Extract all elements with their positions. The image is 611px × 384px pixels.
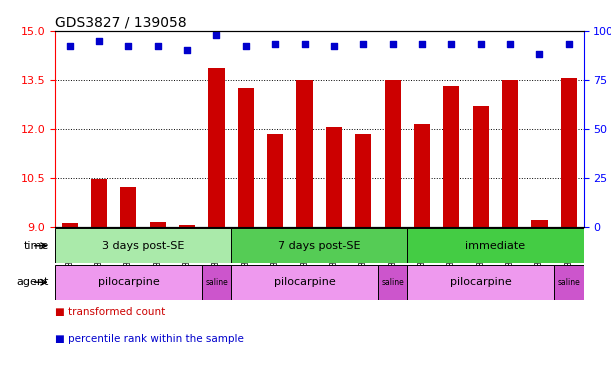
Point [535,51,544,57]
Text: GSM367527: GSM367527 [65,231,74,286]
Text: GSM367718: GSM367718 [212,231,221,286]
Text: ■ transformed count: ■ transformed count [55,307,165,317]
Point [94,38,104,44]
Point [123,43,133,50]
Text: ■ percentile rank within the sample: ■ percentile rank within the sample [55,334,244,344]
Point [388,41,398,48]
Point [241,43,251,50]
Bar [150,222,166,227]
Bar [231,228,408,263]
Text: saline: saline [381,278,404,287]
Point [182,47,192,53]
Bar [62,223,78,227]
Point [564,41,574,48]
Bar [444,86,459,227]
Text: saline: saline [205,278,228,287]
Text: 3 days post-SE: 3 days post-SE [102,241,185,251]
Point [447,41,456,48]
Text: GSM367551: GSM367551 [535,231,544,286]
Text: time: time [24,241,49,251]
Text: GSM367540: GSM367540 [329,231,338,286]
Text: pilocarpine: pilocarpine [98,277,159,287]
Bar [473,106,489,227]
Bar [231,265,378,300]
Bar [502,80,518,227]
Text: agent: agent [16,277,49,287]
Bar [179,225,195,227]
Text: GDS3827 / 139058: GDS3827 / 139058 [55,16,186,30]
Bar [91,179,107,227]
Text: saline: saline [557,278,580,287]
Point [299,41,309,48]
Point [211,31,221,38]
Text: immediate: immediate [466,241,525,251]
Text: GSM367549: GSM367549 [505,231,514,286]
Bar [355,134,371,227]
Bar [296,80,313,227]
Text: GSM367531: GSM367531 [124,231,133,286]
Bar [378,265,408,300]
Text: GSM367536: GSM367536 [241,231,251,286]
Text: GSM367545: GSM367545 [417,231,426,286]
Text: GSM367546: GSM367546 [447,231,456,286]
Text: GSM367528: GSM367528 [95,231,103,286]
Text: GSM367541: GSM367541 [359,231,368,286]
Bar [532,220,547,227]
Bar [326,127,342,227]
Bar [408,265,554,300]
Text: GSM367534: GSM367534 [183,231,192,286]
Point [270,41,280,48]
Bar [267,134,284,227]
Text: GSM367548: GSM367548 [476,231,485,286]
Point [65,43,75,50]
Bar [408,228,584,263]
Bar [554,265,584,300]
Text: GSM367539: GSM367539 [300,231,309,286]
Point [505,41,515,48]
Point [476,41,486,48]
Bar [202,265,231,300]
Bar [120,187,136,227]
Bar [55,265,202,300]
Point [329,43,339,50]
Text: GSM367532: GSM367532 [153,231,163,286]
Text: 7 days post-SE: 7 days post-SE [278,241,360,251]
Bar [414,124,430,227]
Text: GSM367538: GSM367538 [271,231,280,286]
Bar [384,80,401,227]
Text: GSM367721: GSM367721 [565,231,573,286]
Point [417,41,427,48]
Text: pilocarpine: pilocarpine [274,277,335,287]
Bar [208,68,225,227]
Point [359,41,368,48]
Bar [55,228,231,263]
Bar [238,88,254,227]
Bar [561,78,577,227]
Text: GSM367719: GSM367719 [388,231,397,286]
Text: pilocarpine: pilocarpine [450,277,511,287]
Point [153,43,163,50]
